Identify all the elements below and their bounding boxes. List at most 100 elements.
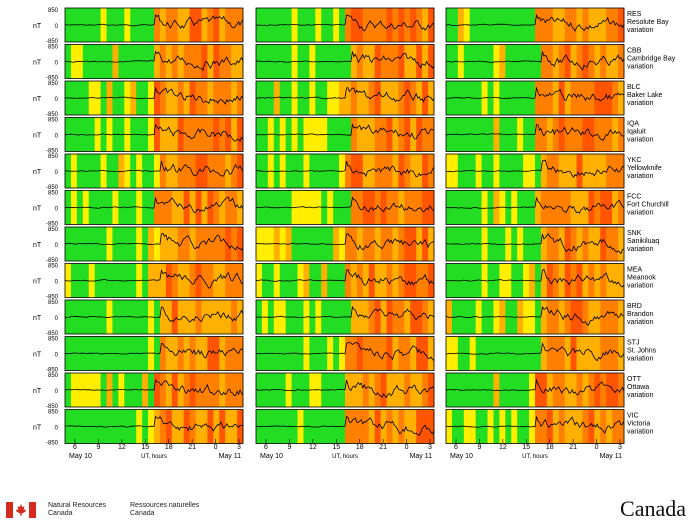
x-tick-label: 9	[287, 444, 291, 451]
activity-cell	[142, 154, 149, 188]
activity-cell	[546, 154, 554, 188]
activity-cell	[356, 44, 364, 79]
station-code: BLC	[627, 84, 641, 91]
y-axis-label: nT	[33, 352, 42, 359]
activity-cell	[165, 300, 173, 334]
field-trace	[445, 197, 625, 214]
panel-frame	[255, 226, 435, 262]
activity-cell	[540, 409, 548, 444]
activity-cell	[618, 409, 625, 444]
activity-cell	[386, 8, 393, 42]
activity-cell	[374, 263, 381, 298]
activity-cell	[570, 409, 577, 444]
activity-cell	[219, 300, 226, 334]
activity-cell	[297, 300, 304, 334]
activity-cell	[165, 190, 173, 225]
activity-cell	[564, 227, 571, 261]
activity-cell	[398, 409, 405, 444]
date-label-end: May 11	[600, 453, 623, 460]
activity-cell	[558, 373, 566, 407]
x-tick-label: 9	[96, 444, 100, 451]
activity-cell	[309, 154, 316, 188]
activity-cell	[428, 409, 435, 444]
activity-cell	[404, 81, 411, 115]
activity-cell	[309, 300, 316, 334]
activity-cell	[606, 81, 613, 115]
activity-cell	[207, 81, 214, 115]
activity-cell	[374, 117, 381, 152]
activity-cell	[457, 300, 465, 334]
activity-cell	[321, 81, 328, 115]
activity-cell	[564, 190, 571, 225]
activity-cell	[416, 190, 423, 225]
activity-cell	[362, 190, 370, 225]
activity-cell	[588, 263, 595, 298]
activity-cell	[546, 117, 554, 152]
activity-cell	[368, 117, 376, 152]
activity-cell	[487, 117, 494, 152]
activity-cell	[201, 44, 208, 79]
activity-cell	[410, 263, 417, 298]
field-trace	[255, 233, 435, 251]
field-trace	[445, 51, 625, 71]
activity-cell	[386, 300, 393, 334]
activity-cell	[523, 227, 530, 261]
activity-cell	[207, 117, 214, 152]
x-tick-label: 21	[569, 444, 577, 451]
station-variation-label: variation	[627, 210, 654, 217]
activity-cell	[386, 263, 393, 298]
activity-cell	[177, 336, 185, 371]
activity-cell	[356, 336, 364, 371]
activity-cell	[350, 81, 358, 115]
y-tick-label: 0	[55, 97, 59, 103]
activity-cell	[213, 81, 220, 115]
activity-cell	[112, 154, 119, 188]
activity-cell	[469, 336, 477, 371]
activity-cell	[225, 300, 232, 334]
activity-cell	[201, 227, 208, 261]
activity-cell	[446, 154, 453, 188]
activity-cell	[469, 227, 477, 261]
activity-cell	[570, 44, 577, 79]
activity-cell	[159, 336, 167, 371]
activity-cell	[70, 409, 78, 444]
y-axis-label: nT	[33, 133, 42, 140]
activity-cell	[463, 300, 471, 334]
activity-cell	[552, 8, 560, 42]
activity-cell	[183, 263, 190, 298]
station-code: MEA	[627, 267, 643, 274]
activity-cell	[345, 336, 352, 371]
activity-cell	[207, 373, 214, 407]
activity-cell	[339, 373, 346, 407]
y-tick-label: 850	[48, 337, 59, 343]
y-axis-label: nT	[33, 388, 42, 395]
activity-cell	[600, 8, 607, 42]
activity-cell	[88, 263, 96, 298]
activity-cell	[618, 336, 625, 371]
y-tick-label: -850	[46, 76, 59, 82]
station-code: VIC	[627, 413, 639, 420]
activity-cell	[499, 8, 506, 42]
activity-cell	[374, 373, 381, 407]
panel-frame	[64, 226, 244, 262]
activity-cell	[576, 336, 583, 371]
activity-cell	[552, 117, 560, 152]
activity-cell	[410, 409, 417, 444]
activity-cell	[201, 117, 208, 152]
activity-cell	[481, 190, 488, 225]
activity-cell	[321, 8, 328, 42]
field-trace	[255, 379, 435, 399]
y-tick-label: -850	[46, 295, 59, 301]
station-name: Sanikiluaq	[627, 238, 659, 245]
x-tick-label: 12	[118, 444, 126, 451]
activity-cell	[207, 8, 214, 42]
field-trace	[255, 14, 435, 32]
activity-cell	[374, 8, 381, 42]
activity-cell	[386, 336, 393, 371]
activity-cell	[404, 8, 411, 42]
activity-cell	[279, 336, 287, 371]
activity-cell	[416, 154, 423, 188]
activity-cell	[398, 336, 405, 371]
activity-cell	[469, 154, 477, 188]
y-tick-label: -850	[46, 149, 59, 155]
